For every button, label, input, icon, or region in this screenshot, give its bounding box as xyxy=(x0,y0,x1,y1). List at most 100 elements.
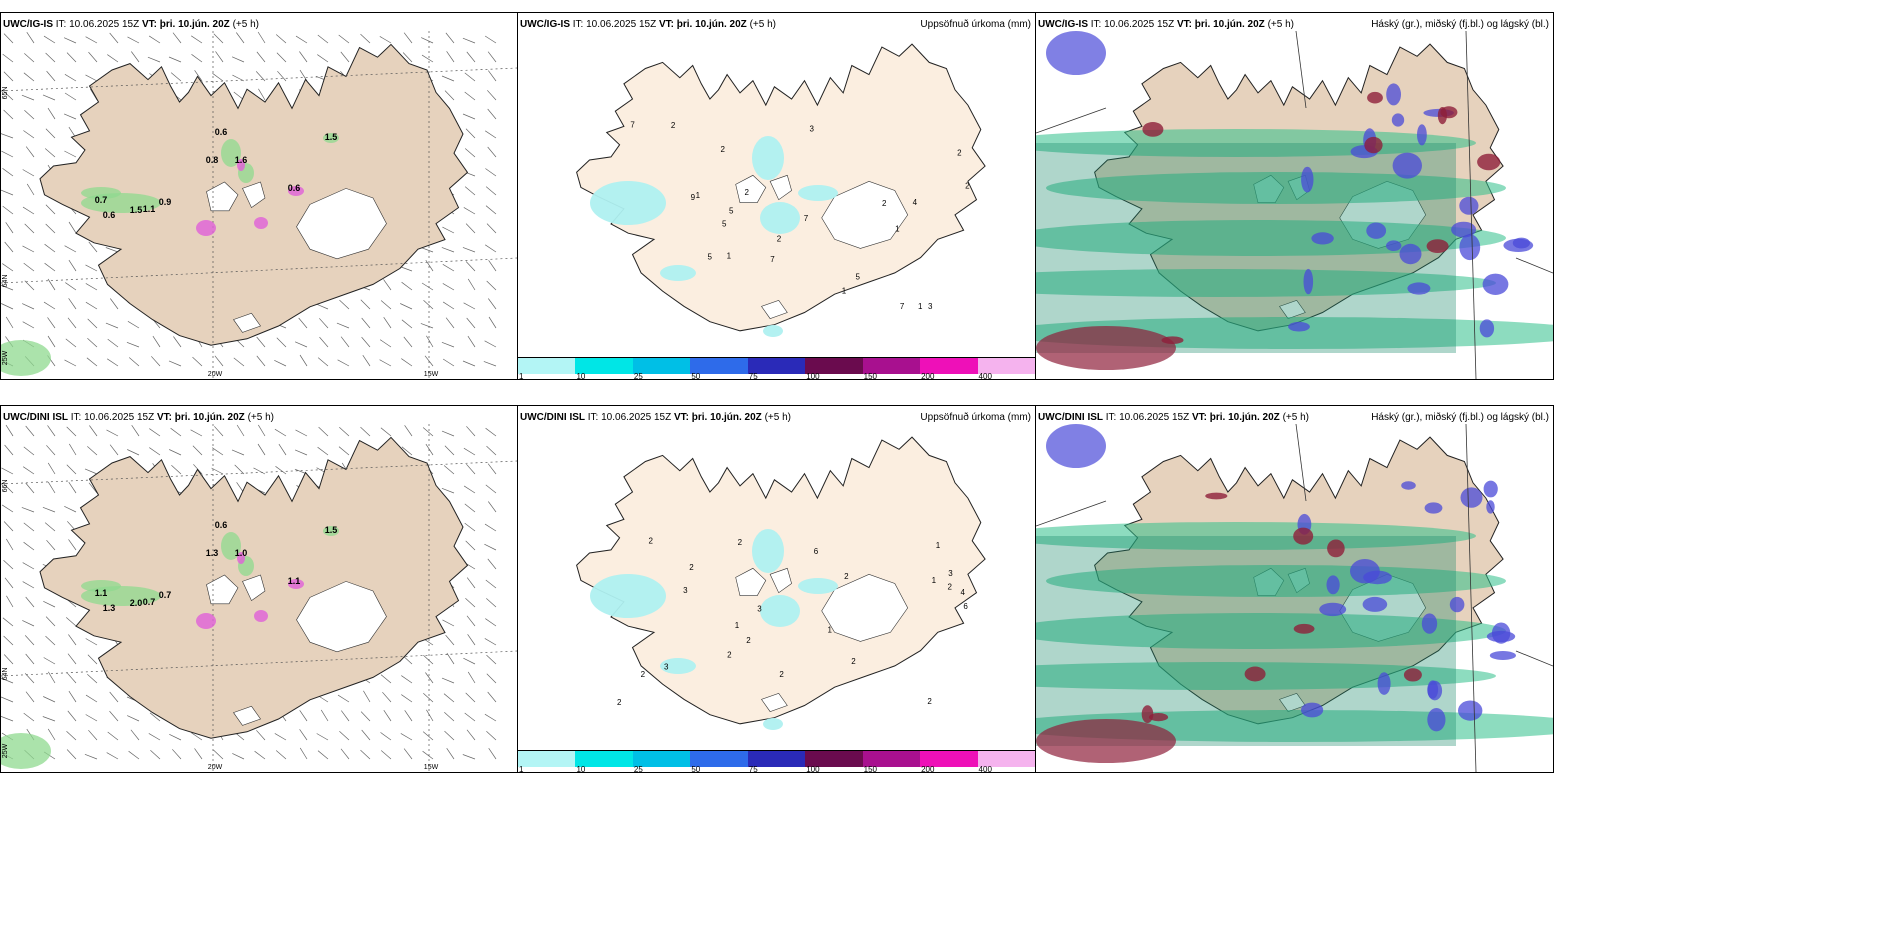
wind-value-label: 1.5 xyxy=(325,132,338,142)
wind-barb xyxy=(380,300,392,310)
heavy-precip-shading xyxy=(237,159,245,171)
wind-barb xyxy=(317,34,329,44)
mid-cloud-patch xyxy=(1424,502,1443,514)
high-cloud-band xyxy=(1036,613,1506,649)
low-cloud-patch xyxy=(1293,623,1315,634)
low-cloud-patch xyxy=(1141,705,1154,723)
wind-barb xyxy=(44,243,56,253)
mid-cloud-patch xyxy=(1392,152,1422,179)
precip-value-label: 2 xyxy=(844,572,849,581)
wind-value-label: 0.6 xyxy=(215,520,228,530)
precip-shading xyxy=(81,187,121,199)
wind-barb xyxy=(464,503,476,513)
wind-barb xyxy=(66,464,77,475)
precip-value-label: 1 xyxy=(842,286,847,295)
low-cloud-patch xyxy=(1148,713,1169,722)
wind-barb xyxy=(404,425,413,437)
wind-barb xyxy=(426,709,434,722)
glacier-area xyxy=(821,180,909,249)
cloud-map-panel-row1: UWC/IG-IS IT: 10.06.2025 15Z VT: þri. 10… xyxy=(1035,12,1554,380)
wind-barb xyxy=(485,579,497,589)
mid-cloud-patch xyxy=(1386,83,1401,106)
heavy-precip-shading xyxy=(254,610,268,622)
wind-barb xyxy=(484,35,497,44)
colorbar-tick-label: 200 xyxy=(921,765,935,773)
colorbar-segment xyxy=(518,357,577,374)
wind-barb xyxy=(130,729,140,741)
wind-barb xyxy=(215,51,224,63)
wind-barb xyxy=(441,677,455,684)
low-cloud-patch xyxy=(1244,666,1266,682)
wind-barb xyxy=(2,205,14,215)
high-cloud-overcast xyxy=(1036,143,1456,353)
wind-barb xyxy=(42,506,56,513)
wind-barb xyxy=(443,465,455,475)
precip-value-label: 2 xyxy=(927,697,932,706)
wind-barb xyxy=(3,33,14,44)
high-cloud-band xyxy=(1036,269,1496,297)
wind-barb xyxy=(486,654,497,665)
wind-barb xyxy=(4,241,14,253)
low-cloud-patch xyxy=(1293,527,1314,545)
wind-barb xyxy=(105,247,119,253)
glacier-area xyxy=(761,692,788,712)
wind-value-label: 0.8 xyxy=(206,155,219,165)
precip-value-label: 7 xyxy=(804,214,809,223)
wind-barb xyxy=(444,730,455,741)
wind-barb xyxy=(484,340,497,348)
wind-barb xyxy=(485,186,497,196)
wind-barb xyxy=(43,35,56,44)
glacier-area xyxy=(1279,299,1306,319)
wind-barb xyxy=(24,53,35,63)
wind-barb xyxy=(360,426,371,437)
wind-barb xyxy=(320,709,329,722)
graticule-parallel xyxy=(1,257,517,284)
colorbar-tick-label: 25 xyxy=(633,765,643,773)
wind-barb xyxy=(47,728,56,741)
wind-barb xyxy=(446,748,455,760)
precip-value-label: 3 xyxy=(948,569,953,578)
wind-barb xyxy=(360,299,371,310)
low-cloud-patch xyxy=(1205,492,1228,500)
colorbar-tick-label: 150 xyxy=(863,372,878,380)
wind-barb xyxy=(483,361,497,367)
colorbar-tick-label: 10 xyxy=(576,765,586,773)
wind-barb xyxy=(294,341,308,348)
mid-cloud-patch xyxy=(1483,480,1498,498)
wind-barb xyxy=(233,357,245,367)
precip-value-label: 3 xyxy=(928,302,933,311)
mid-cloud-patch xyxy=(1288,321,1310,332)
wind-map-panel-row2: UWC/DINI ISL IT: 10.06.2025 15Z VT: þri.… xyxy=(0,405,518,773)
precip-map-panel-row1: UWC/IG-IS IT: 10.06.2025 15Z VT: þri. 10… xyxy=(517,12,1036,380)
wind-barb xyxy=(488,316,497,329)
mid-cloud-patch xyxy=(1386,240,1402,251)
wind-barb xyxy=(487,558,497,570)
latitude-label: 66N xyxy=(2,480,9,493)
wind-barb xyxy=(380,427,392,437)
graticule-line xyxy=(1295,423,1307,502)
wind-barb xyxy=(23,72,35,82)
colorbar-tick-label: 200 xyxy=(921,372,935,380)
wind-barb xyxy=(486,445,497,456)
cloud-map-variable-title: Háský (gr.), miðský (fj.bl.) og lágský (… xyxy=(1371,19,1549,30)
graticule-line xyxy=(1036,107,1107,134)
wind-barb xyxy=(66,730,77,741)
wind-barb xyxy=(400,303,413,310)
wind-barb xyxy=(110,298,119,310)
wind-barb xyxy=(67,317,77,329)
wind-barb xyxy=(488,298,497,310)
wind-barb xyxy=(3,635,14,646)
precip-area xyxy=(590,181,666,225)
wind-map-panel-row1: UWC/IG-IS IT: 10.06.2025 15Z VT: þri. 10… xyxy=(0,12,518,380)
wind-barb xyxy=(44,522,56,532)
precip-value-label: 2 xyxy=(744,188,749,197)
wind-barb xyxy=(445,32,455,44)
wind-barb xyxy=(192,356,203,367)
mid-cloud-patch xyxy=(1421,613,1438,634)
wind-barb xyxy=(338,34,350,44)
precip-value-label: 2 xyxy=(882,199,887,208)
wind-barb xyxy=(441,341,455,348)
wind-barb xyxy=(69,443,77,456)
wind-barb xyxy=(317,750,329,760)
wind-barb xyxy=(67,710,77,722)
